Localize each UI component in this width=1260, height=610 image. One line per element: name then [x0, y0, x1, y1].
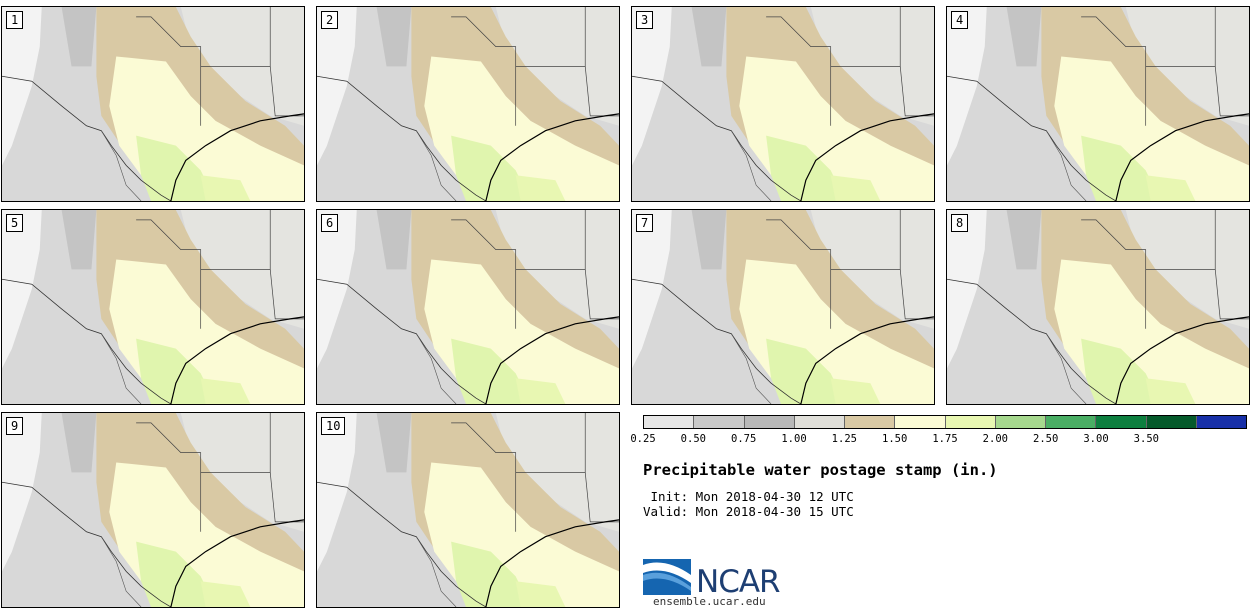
- map-panel: 5: [1, 209, 305, 405]
- colorbar-segment: [1096, 416, 1147, 428]
- chart-title: Precipitable water postage stamp (in.): [643, 461, 998, 479]
- colorbar-segment: [995, 416, 1046, 428]
- panel-number-label: 6: [321, 214, 339, 232]
- colorbar-tick-label: 0.25: [630, 433, 656, 445]
- map-panel: 2: [316, 6, 620, 202]
- colorbar-segment: [945, 416, 996, 428]
- colorbar-segment: [1046, 416, 1097, 428]
- ncar-logo-text: NCAR: [696, 564, 781, 600]
- colorbar-segment: [895, 416, 946, 428]
- panel-number-label: 8: [951, 214, 969, 232]
- colorbar-tick-label: 2.00: [982, 433, 1008, 445]
- map-panel: 9: [1, 412, 305, 608]
- ncar-logo-icon: [643, 559, 691, 595]
- colorbar-tick-label: 1.25: [831, 433, 857, 445]
- colorbar-segment: [845, 416, 896, 428]
- init-time: Init: Mon 2018-04-30 12 UTC: [643, 489, 854, 504]
- colorbar-tick-label: 3.00: [1083, 433, 1109, 445]
- valid-time: Valid: Mon 2018-04-30 15 UTC: [643, 504, 854, 519]
- colorbar-tick-label: 0.75: [731, 433, 757, 445]
- map-panel: 10: [316, 412, 620, 608]
- colorbar-tick-label: 1.00: [781, 433, 807, 445]
- panel-number-label: 9: [6, 417, 24, 435]
- map-panel: 4: [946, 6, 1250, 202]
- panel-number-label: 7: [636, 214, 654, 232]
- panel-number-label: 4: [951, 11, 969, 29]
- map-panel: 3: [631, 6, 935, 202]
- colorbar-segment: [794, 416, 845, 428]
- colorbar-segment: [694, 416, 745, 428]
- colorbar-tick-label: 3.50: [1133, 433, 1159, 445]
- panel-number-label: 3: [636, 11, 654, 29]
- panel-number-label: 5: [6, 214, 24, 232]
- map-panel: 7: [631, 209, 935, 405]
- map-panel: 6: [316, 209, 620, 405]
- site-url: ensemble.ucar.edu: [653, 595, 766, 608]
- map-panel: 8: [946, 209, 1250, 405]
- colorbar-segment: [644, 416, 695, 428]
- colorbar-tick-label: 1.75: [932, 433, 958, 445]
- map-panel: 1: [1, 6, 305, 202]
- colorbar-segment: [1196, 416, 1246, 428]
- colorbar-tick-label: 0.50: [680, 433, 706, 445]
- panel-number-label: 1: [6, 11, 24, 29]
- panel-number-label: 2: [321, 11, 339, 29]
- colorbar-segment: [1146, 416, 1197, 428]
- colorbar-tick-label: 1.50: [882, 433, 908, 445]
- colorbar-segment: [744, 416, 795, 428]
- panel-number-label: 10: [321, 417, 346, 435]
- colorbar: [643, 415, 1247, 429]
- colorbar-tick-label: 2.50: [1033, 433, 1059, 445]
